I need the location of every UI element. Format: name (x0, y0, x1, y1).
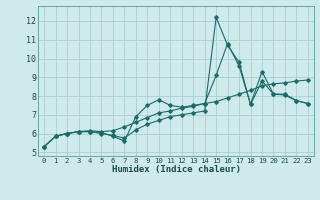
X-axis label: Humidex (Indice chaleur): Humidex (Indice chaleur) (111, 165, 241, 174)
